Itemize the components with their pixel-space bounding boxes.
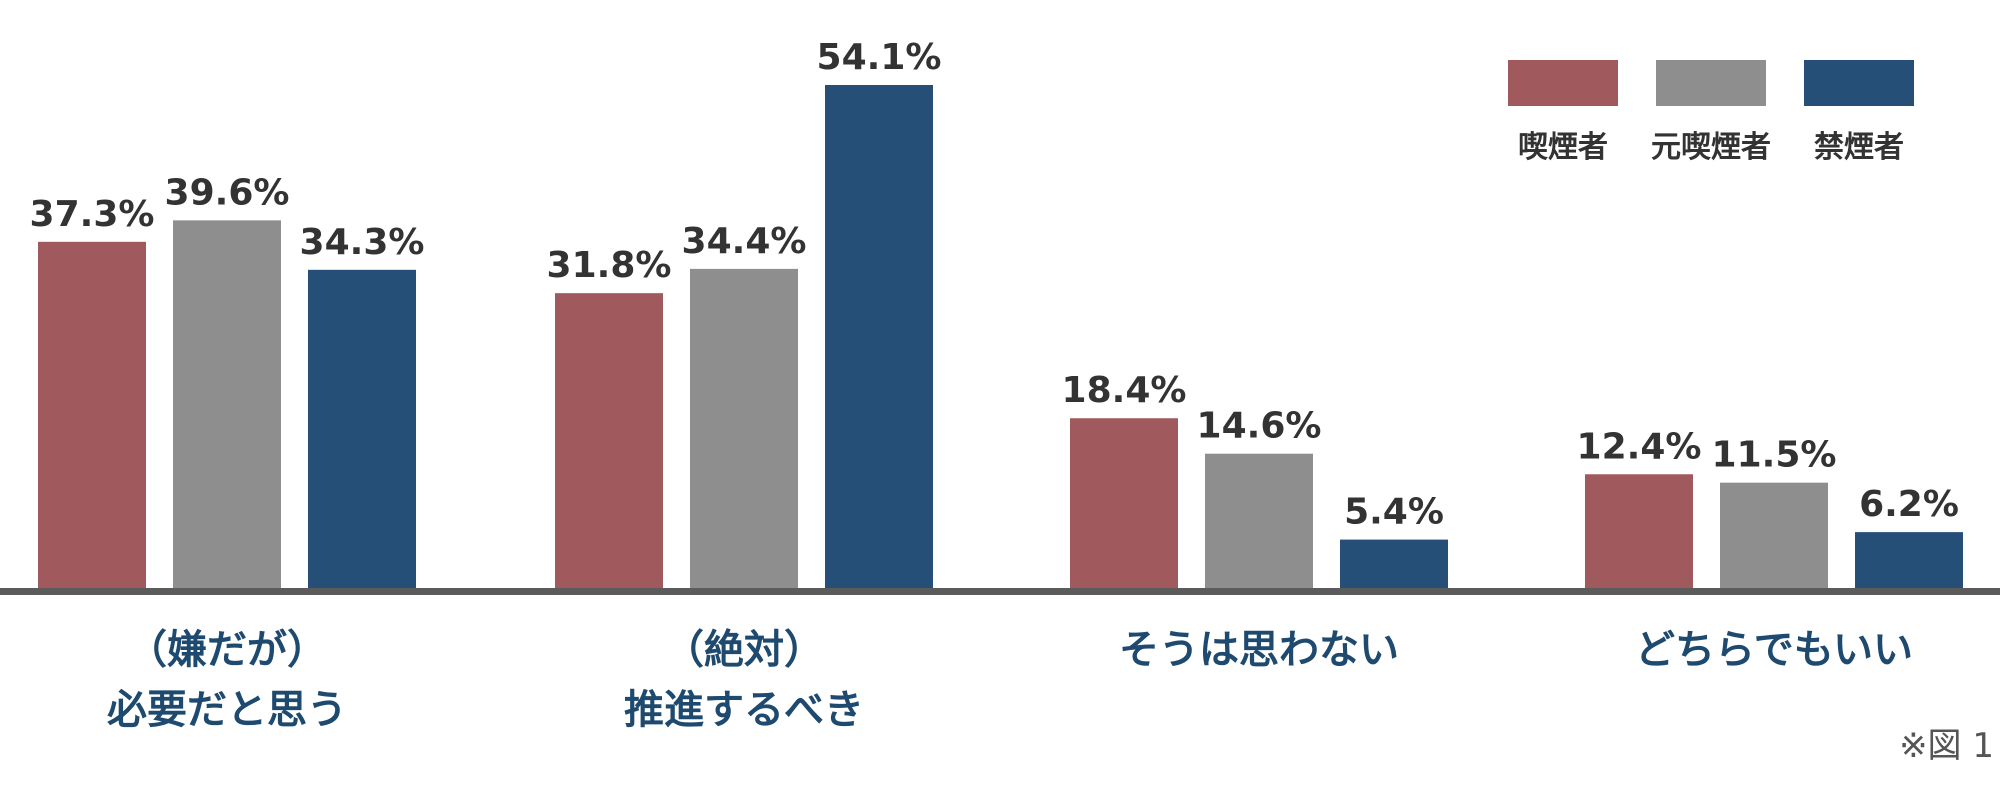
- category-label-0-line0: （嫌だが）: [127, 627, 327, 673]
- x-axis-baseline: [0, 588, 2000, 595]
- value-label-smoker-cat1: 31.8%: [547, 245, 672, 286]
- bar-former-smoker-cat1: [690, 268, 798, 590]
- bar-smoker-cat1: [555, 293, 663, 590]
- value-label-smoker-cat2: 18.4%: [1062, 370, 1187, 411]
- value-label-former-smoker-cat3: 11.5%: [1712, 435, 1837, 476]
- bar-former-smoker-cat2: [1205, 453, 1313, 590]
- bar-former-smoker-cat3: [1720, 482, 1828, 590]
- legend-label-smoker: 喫煙者: [1518, 130, 1608, 165]
- value-label-smoker-cat0: 37.3%: [30, 194, 155, 235]
- value-label-non-smoker-cat0: 34.3%: [300, 222, 425, 263]
- bar-non-smoker-cat2: [1340, 539, 1448, 590]
- legend-swatch-non-smoker: [1804, 60, 1914, 106]
- legend-item-smoker: 喫煙者: [1490, 60, 1636, 166]
- category-label-3-line0: どちらでもいい: [1635, 627, 1913, 673]
- legend-label-former-smoker: 元喫煙者: [1651, 130, 1771, 165]
- value-label-non-smoker-cat2: 5.4%: [1344, 492, 1444, 533]
- figure-footnote: ※図 1: [1899, 726, 1994, 766]
- bar-smoker-cat0: [38, 241, 146, 590]
- bar-smoker-cat2: [1070, 418, 1178, 590]
- legend-label-non-smoker: 禁煙者: [1814, 130, 1904, 165]
- value-label-non-smoker-cat1: 54.1%: [817, 37, 942, 78]
- value-label-former-smoker-cat2: 14.6%: [1197, 406, 1322, 447]
- category-label-1-line1: 推進するべき: [624, 687, 864, 733]
- value-label-former-smoker-cat1: 34.4%: [682, 221, 807, 262]
- value-label-former-smoker-cat0: 39.6%: [165, 172, 290, 213]
- bar-non-smoker-cat3: [1855, 532, 1963, 590]
- bar-non-smoker-cat0: [308, 269, 416, 590]
- bar-former-smoker-cat0: [173, 220, 281, 590]
- legend-item-former-smoker: 元喫煙者: [1638, 60, 1784, 166]
- category-label-1-line0: （絶対）: [664, 627, 824, 673]
- category-label-0-line1: 必要だと思う: [107, 687, 347, 733]
- value-label-non-smoker-cat3: 6.2%: [1859, 484, 1959, 525]
- category-label-2-line0: そうは思わない: [1119, 627, 1399, 673]
- legend: 喫煙者 元喫煙者 禁煙者: [1490, 60, 1940, 180]
- bar-non-smoker-cat1: [825, 85, 933, 590]
- value-label-smoker-cat3: 12.4%: [1577, 426, 1702, 467]
- legend-item-non-smoker: 禁煙者: [1786, 60, 1932, 166]
- legend-swatch-smoker: [1508, 60, 1618, 106]
- bar-smoker-cat3: [1585, 474, 1693, 590]
- legend-swatch-former-smoker: [1656, 60, 1766, 106]
